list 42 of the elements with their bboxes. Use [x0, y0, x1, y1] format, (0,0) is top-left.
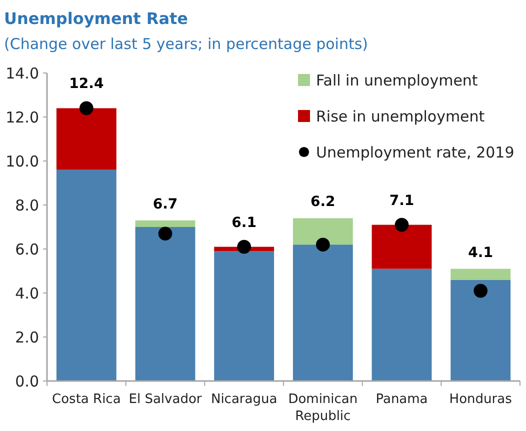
chart-subtitle: (Change over last 5 years; in percentage points)	[4, 35, 368, 53]
y-tick-label: 6.0	[15, 240, 39, 258]
bar	[214, 251, 274, 381]
data-label: 12.4	[69, 76, 104, 92]
point	[80, 101, 94, 116]
point	[474, 284, 488, 298]
y-tick-label: 12.0	[6, 108, 39, 126]
bar	[372, 224, 432, 269]
data-label: 4.1	[468, 244, 493, 261]
data-label: 6.2	[310, 194, 336, 210]
y-tick-label: 2.0	[15, 328, 39, 346]
bar	[372, 268, 432, 381]
legend-label: Unemployment rate, 2019	[316, 143, 514, 162]
bar	[135, 220, 196, 227]
x-tick-label: Honduras	[449, 392, 512, 407]
x-tick-label: Costa Rica	[52, 392, 121, 407]
chart-title: Unemployment Rate	[4, 9, 188, 28]
bar	[292, 218, 353, 245]
point	[158, 226, 172, 240]
bar	[450, 268, 511, 280]
bar	[135, 227, 196, 381]
x-tick-label: Nicaragua	[210, 392, 278, 407]
point	[316, 238, 330, 252]
x-tick-label: El Salvador	[128, 392, 202, 407]
x-tick-label: Dominican Republic	[288, 392, 358, 424]
data-label: 6.7	[152, 196, 178, 212]
y-tick-label: 4.0	[15, 284, 39, 302]
y-tick-label: 8.0	[15, 196, 39, 214]
y-tick-label: 0.0	[15, 372, 39, 390]
y-tick-label: 14.0	[6, 64, 39, 82]
y-tick-label: 10.0	[6, 152, 39, 170]
legend-label: Rise in unemployment	[316, 107, 485, 126]
data-label: 6.1	[232, 214, 256, 231]
point	[237, 240, 251, 254]
point	[394, 218, 409, 232]
bar	[56, 108, 116, 170]
legend-label: Fall in unemployment	[316, 71, 478, 90]
data-label: 7.1	[389, 192, 414, 209]
bar	[292, 244, 353, 381]
bar	[450, 280, 511, 381]
bar	[56, 170, 116, 381]
x-tick-label: Panama	[376, 392, 428, 407]
